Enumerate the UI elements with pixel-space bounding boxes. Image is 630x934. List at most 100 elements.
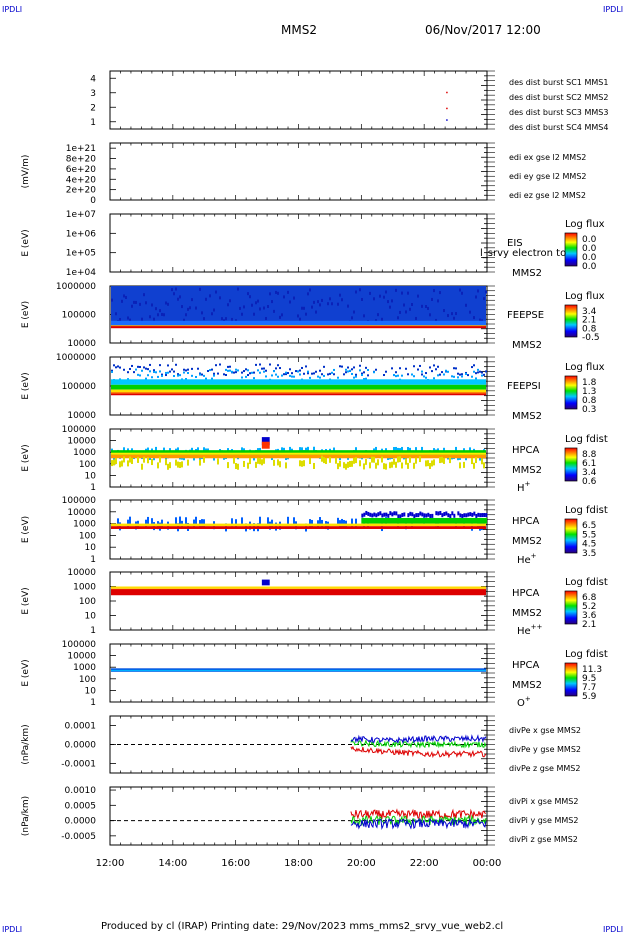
feepse-colorbar-label: Log flux <box>565 291 605 302</box>
x-tick-label: 12:00 <box>96 858 125 869</box>
hpca_o-y-tick-label: 1 <box>90 698 96 708</box>
hpca_he2-colorbar-label: Log fdist <box>565 577 608 588</box>
feepse-band-light <box>111 320 486 326</box>
edi-panel-frame <box>109 142 488 201</box>
hpca_he1-colorbar-tick: 5.5 <box>582 530 596 540</box>
feepsi-colorbar <box>564 375 578 410</box>
footer-text: Produced by cl (IRAP) Printing date: 29/… <box>101 921 503 932</box>
hpca_h-y-tick-label: 1 <box>90 483 96 493</box>
corner-label-bottom-left: IPDLI <box>2 925 22 934</box>
eis-y-tick-label: 1e+04 <box>66 268 97 278</box>
divpe-y-tick-label: 0.0000 <box>65 741 97 751</box>
hpca_he1-y-tick-label: 10 <box>85 543 97 553</box>
divpe-y-tick-label: 0.0001 <box>65 722 97 732</box>
eis-y-tick-label: 1e+05 <box>66 249 96 259</box>
divpe-series-2 <box>350 738 487 749</box>
hpca_o-y-label: E (eV) <box>21 659 31 686</box>
feepsi-colorbar-tick: 0.8 <box>582 396 597 406</box>
hpca_he1-colorbar-tick: 3.5 <box>582 549 596 559</box>
feepse-band-orange <box>111 325 486 327</box>
feepse-y-tick-label: 100000 <box>62 311 97 321</box>
feepsi-band-red <box>111 393 486 396</box>
burst-point <box>446 91 448 94</box>
divpi-y-tick-label: 0.0005 <box>65 801 97 811</box>
hpca_he2-colorbar-tick: 2.1 <box>582 620 596 630</box>
eis-colorbar-tick: 0.0 <box>582 253 597 263</box>
hpca_o-y-tick-label: 100000 <box>62 640 97 650</box>
divpe-legend-3: divPe z gse MMS2 <box>509 764 580 773</box>
hpca_he1-y-tick-label: 100 <box>79 531 96 541</box>
burst-point <box>446 119 448 121</box>
divpe-y-label: (nPa/km) <box>21 724 31 764</box>
feepsi-band-cyan <box>111 379 486 385</box>
corner-label-bottom-right: IPDLI <box>603 925 623 934</box>
hpca-he2-band-red <box>111 589 486 596</box>
eis-colorbar <box>564 232 578 267</box>
hpca-he2-burst-blue <box>261 579 270 586</box>
feepsi-y-label: E (eV) <box>21 372 31 399</box>
hpca_h-y-tick-label: 10 <box>85 471 97 481</box>
divpi-series-3 <box>350 817 487 830</box>
hpca_he2-y-tick-label: 10000 <box>67 568 96 578</box>
hpca_he2-colorbar-tick: 5.2 <box>582 602 596 612</box>
hpca_h-species-charge: + <box>525 480 531 488</box>
hpca_o-y-tick-label: 1000 <box>73 663 96 673</box>
hpca_h-species-label: H+ <box>517 480 531 494</box>
eis-colorbar-tick: 0.0 <box>582 235 597 245</box>
hpca-he1-band-red <box>111 526 486 529</box>
hpca_he2-colorbar-tick: 3.6 <box>582 611 597 621</box>
divpi-legend-1: divPi x gse MMS2 <box>509 797 578 806</box>
eis-colorbar-tick: 0.0 <box>582 244 597 254</box>
eis-y-tick-label: 1e+06 <box>66 229 97 239</box>
hpca_o-instrument-label: HPCA <box>512 660 540 671</box>
hpca_he2-instrument-label: HPCA <box>512 588 540 599</box>
divpi-y-tick-label: -0.0005 <box>61 832 96 842</box>
eis-colorbar-tick: 0.0 <box>582 262 597 272</box>
hpca_he1-y-label: E (eV) <box>21 516 31 543</box>
feepse-y-tick-label: 10000 <box>67 339 96 349</box>
feepse-colorbar-tick: 3.4 <box>582 307 597 317</box>
feepse-spacecraft-label: MMS2 <box>512 340 542 351</box>
feepsi-spacecraft-label: MMS2 <box>512 411 542 422</box>
corner-label-top-right: IPDLI <box>603 5 623 14</box>
hpca-h-burst-red <box>261 441 270 449</box>
hpca_o-spacecraft-label: MMS2 <box>512 680 542 691</box>
hpca_he2-species-charge: ++ <box>531 623 543 631</box>
burst-legend-2: des dist burst SC2 MMS2 <box>509 93 608 102</box>
hpca_o-y-tick-label: 10 <box>85 686 97 696</box>
hpca_he1-colorbar-label: Log fdist <box>565 505 608 516</box>
divpi-legend-3: divPi z gse MMS2 <box>509 835 578 844</box>
eis-colorbar-label: Log flux <box>565 219 605 230</box>
hpca_he1-species-charge: + <box>531 552 537 560</box>
feepsi-y-tick-label: 10000 <box>67 411 96 421</box>
eis-instrument-label: EIS <box>507 238 523 249</box>
divpe-legend-1: divPe x gse MMS2 <box>509 726 581 735</box>
hpca_he1-panel-frame <box>109 499 488 560</box>
hpca_o-colorbar-label: Log fdist <box>565 649 608 660</box>
hpca_o-colorbar-tick: 7.7 <box>582 683 596 693</box>
feepsi-band-orange <box>111 392 486 394</box>
hpca_o-panel-frame <box>109 643 488 703</box>
feepse-y-tick-label: 1000000 <box>56 282 96 292</box>
feepsi-sparse-cyan <box>111 368 483 381</box>
feepse-band-blue <box>111 286 486 326</box>
divpe-legend-2: divPe y gse MMS2 <box>509 745 581 754</box>
feepsi-colorbar-tick: 1.3 <box>582 387 596 397</box>
hpca_he2-y-label: E (eV) <box>21 587 31 614</box>
feepsi-colorbar-tick: 0.3 <box>582 405 596 415</box>
hpca_o-colorbar-tick: 5.9 <box>582 692 597 702</box>
feepsi-y-tick-label: 1000000 <box>56 353 96 363</box>
feepsi-sparse-blue <box>111 363 487 377</box>
eis-overlay-text: l_srvy electron to <box>480 248 566 259</box>
hpca_he1-y-tick-label: 100000 <box>62 496 97 506</box>
hpca_he2-species-label: He++ <box>517 623 543 637</box>
feepsi-band-green <box>111 384 486 390</box>
feepse-band-red <box>111 325 486 329</box>
hpca_o-y-tick-label: 100 <box>79 675 96 685</box>
hpca_o-colorbar-tick: 9.5 <box>582 674 596 684</box>
edi-y-tick-label: 2e+20 <box>66 186 97 196</box>
hpca_he2-panel-frame <box>109 571 488 631</box>
hpca-he1-green <box>361 517 487 524</box>
burst-legend-1: des dist burst SC1 MMS1 <box>509 78 608 87</box>
